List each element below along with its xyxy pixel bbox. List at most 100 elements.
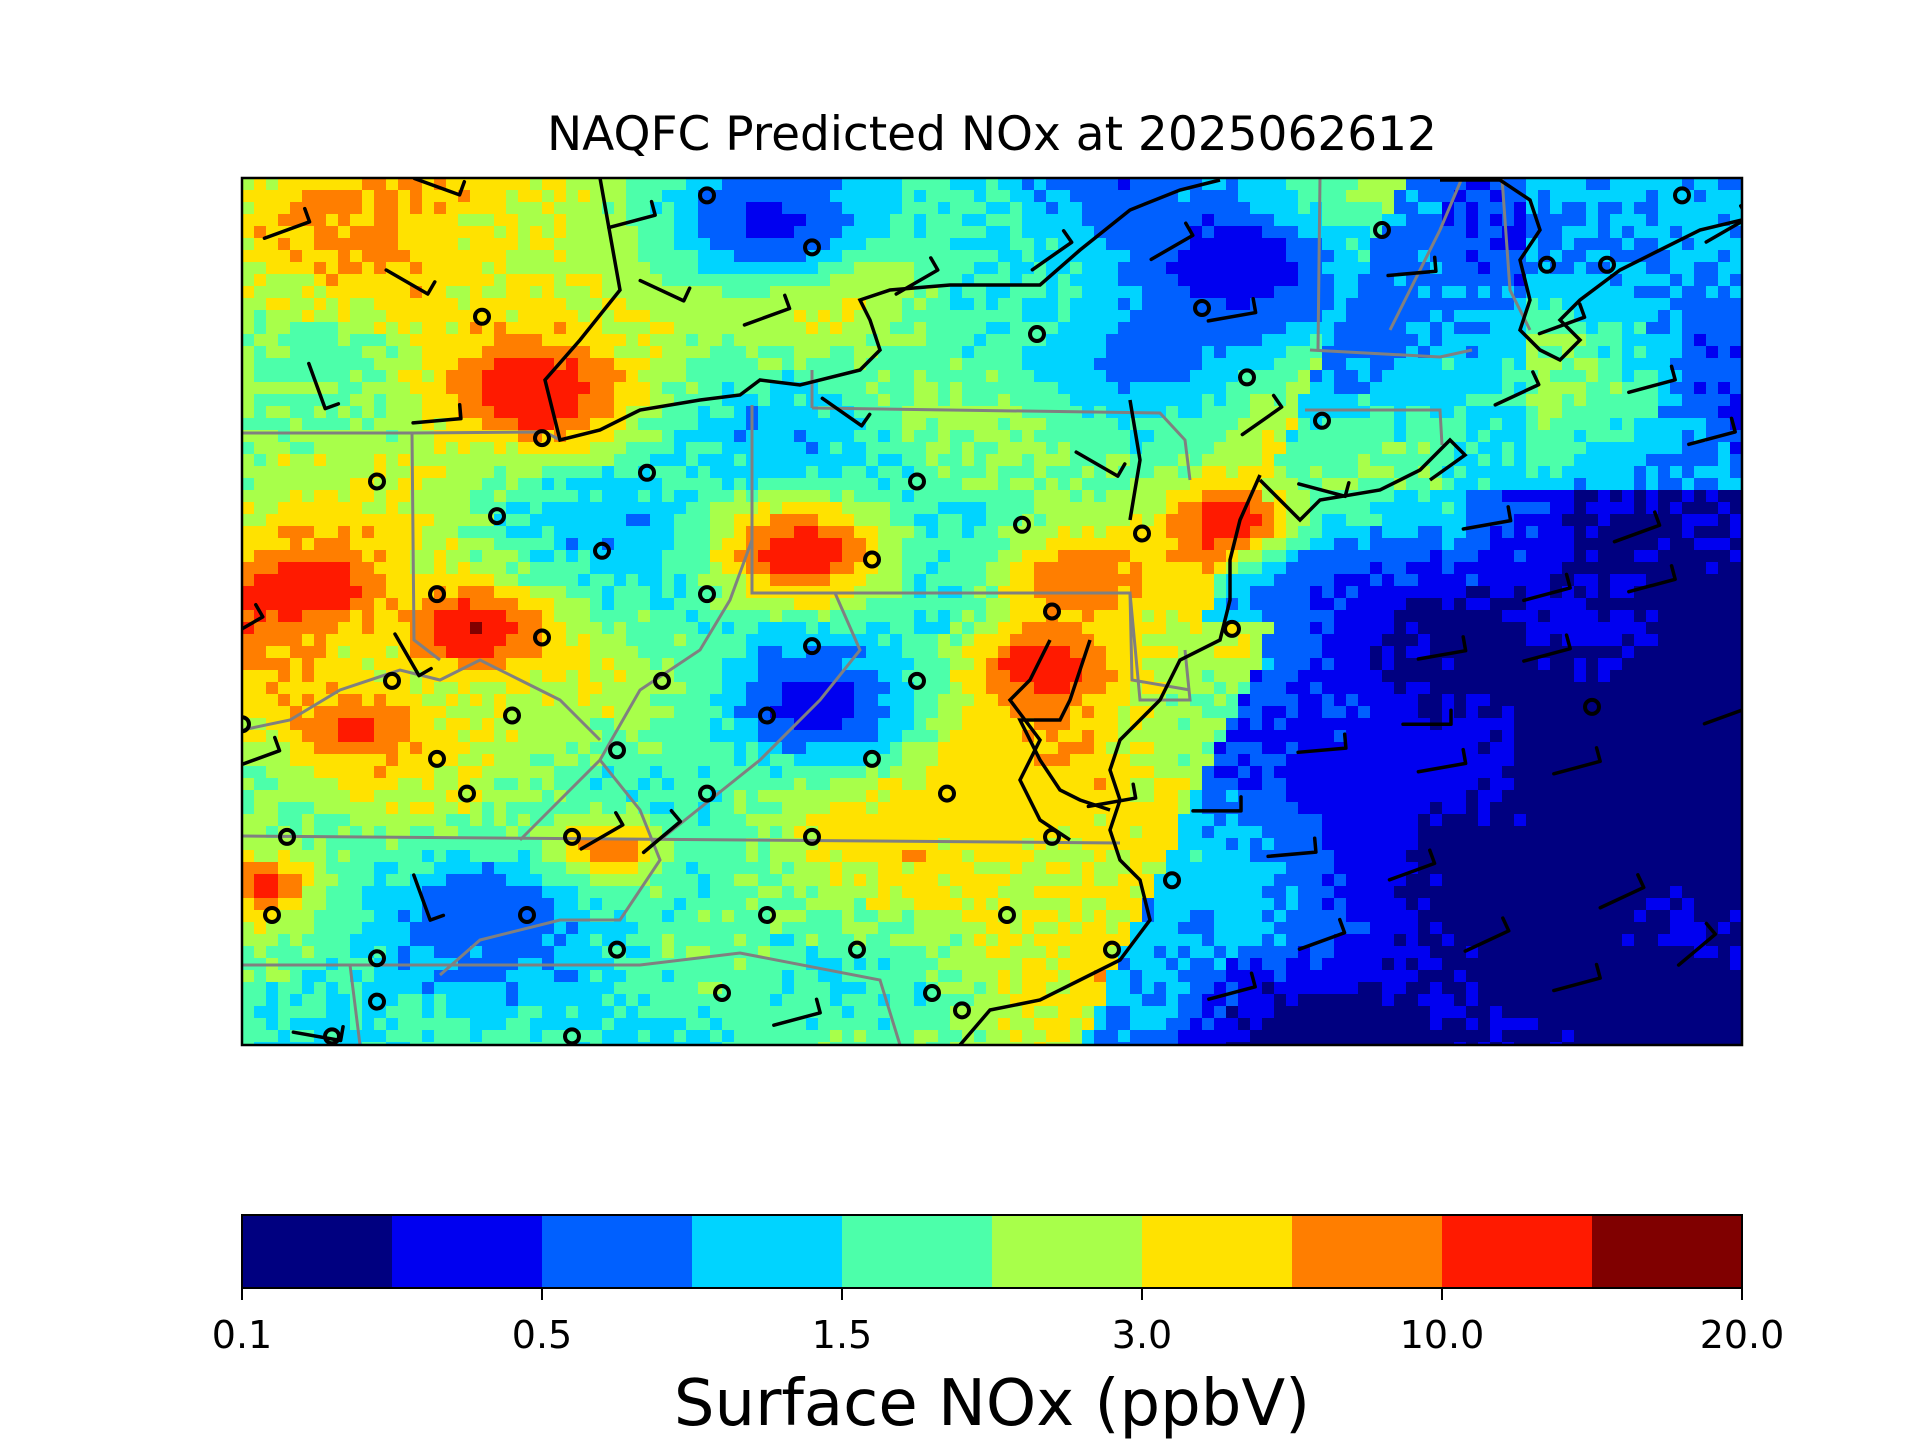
station-markers	[242, 186, 1691, 1045]
wind-barb	[1297, 481, 1351, 499]
wind-barb	[1552, 962, 1602, 993]
wind-barb	[1207, 971, 1257, 1001]
colorbar-segment	[392, 1215, 543, 1288]
wind-barb	[638, 278, 692, 303]
station-marker	[953, 1001, 971, 1020]
station-marker	[563, 827, 581, 846]
wind-barb	[1537, 302, 1587, 336]
colorbar-tick-label: 3.0	[1112, 1313, 1172, 1357]
station-marker	[278, 827, 296, 846]
wind-barb	[384, 268, 437, 296]
wind-barb	[1191, 795, 1243, 813]
wind-barb	[607, 199, 657, 230]
colorbar-segment	[842, 1215, 993, 1288]
wind-barb	[772, 997, 822, 1027]
station-marker	[1223, 619, 1241, 638]
colorbar-tick-label: 10.0	[1400, 1313, 1485, 1357]
wind-barb	[307, 361, 341, 411]
station-marker	[473, 307, 491, 326]
wind-barb	[1493, 370, 1541, 407]
station-marker	[923, 983, 941, 1002]
wind-barb	[1627, 364, 1677, 395]
station-marker	[803, 637, 821, 656]
wind-barb	[1461, 505, 1513, 531]
wind-barb	[579, 811, 625, 851]
colorbar-tick-label: 0.5	[512, 1313, 572, 1357]
wind-barb	[262, 206, 312, 240]
station-marker	[1673, 186, 1691, 205]
station-marker	[368, 992, 386, 1011]
colorbar-segment	[692, 1215, 843, 1288]
colorbar-segment	[542, 1215, 693, 1288]
map-frame	[240, 176, 1744, 1047]
station-marker	[263, 905, 281, 924]
colorbar-segment	[1442, 1215, 1593, 1288]
wind-barb	[1266, 836, 1318, 859]
station-marker	[863, 749, 881, 768]
station-marker	[908, 472, 926, 491]
station-marker	[323, 1027, 341, 1045]
wind-barb	[411, 402, 463, 425]
station-marker	[563, 1027, 581, 1045]
wind-barb	[1463, 916, 1511, 953]
state-boundaries	[242, 178, 1532, 1045]
wind-barb	[1702, 708, 1742, 726]
wind-barb	[820, 396, 872, 428]
wind-barb	[1086, 782, 1138, 809]
wind-barb	[742, 293, 792, 327]
wind-barb	[1387, 848, 1437, 882]
wind-barb	[1522, 633, 1572, 663]
station-marker	[1238, 368, 1256, 387]
wind-barbs	[242, 178, 1742, 1043]
colorbar	[242, 1215, 1743, 1288]
station-marker	[848, 940, 866, 959]
colorbar-segment	[992, 1215, 1143, 1288]
wind-barb	[1598, 873, 1646, 910]
wind-barb	[412, 873, 446, 922]
colorbar-segment	[1592, 1215, 1743, 1288]
colorbar-segment	[242, 1215, 393, 1288]
wind-barb	[1297, 917, 1347, 951]
colorbar-tick-label: 0.1	[212, 1313, 272, 1357]
wind-barb	[894, 256, 940, 296]
wind-barb	[1416, 747, 1468, 774]
wind-barb	[412, 178, 467, 197]
wind-barb	[393, 632, 433, 678]
station-marker	[653, 671, 671, 690]
chart-title: NAQFC Predicted NOx at 2025062612	[547, 107, 1437, 162]
wind-barb	[1687, 416, 1737, 447]
coastline	[543, 178, 1742, 1045]
wind-barb	[1206, 297, 1258, 323]
wind-barb	[1612, 510, 1662, 544]
station-marker	[908, 671, 926, 690]
station-marker	[1538, 255, 1556, 274]
station-marker	[1583, 697, 1601, 716]
station-marker	[713, 983, 731, 1002]
wind-barb	[1030, 229, 1074, 272]
station-marker	[518, 905, 536, 924]
station-marker	[488, 507, 506, 526]
colorbar-tick-label: 20.0	[1700, 1313, 1785, 1357]
station-marker	[428, 749, 446, 768]
station-marker	[1103, 940, 1121, 959]
station-marker	[1043, 827, 1061, 846]
wind-barb	[242, 735, 282, 767]
station-marker	[758, 706, 776, 725]
station-marker	[698, 186, 716, 205]
station-marker	[1598, 255, 1616, 274]
station-marker	[368, 949, 386, 968]
station-marker	[242, 715, 251, 734]
station-marker	[803, 238, 821, 257]
wind-barb	[1074, 450, 1127, 478]
station-marker	[1163, 871, 1181, 890]
station-marker	[458, 784, 476, 803]
colorbar-label: Surface NOx (ppbV)	[674, 1367, 1310, 1440]
station-marker	[1373, 221, 1391, 240]
colorbar-segment	[1142, 1215, 1293, 1288]
station-marker	[1043, 602, 1061, 621]
wind-barb	[1522, 572, 1572, 603]
nox-concentration-field	[242, 178, 1742, 1045]
station-marker	[1193, 299, 1211, 318]
wind-barb	[1296, 732, 1348, 755]
